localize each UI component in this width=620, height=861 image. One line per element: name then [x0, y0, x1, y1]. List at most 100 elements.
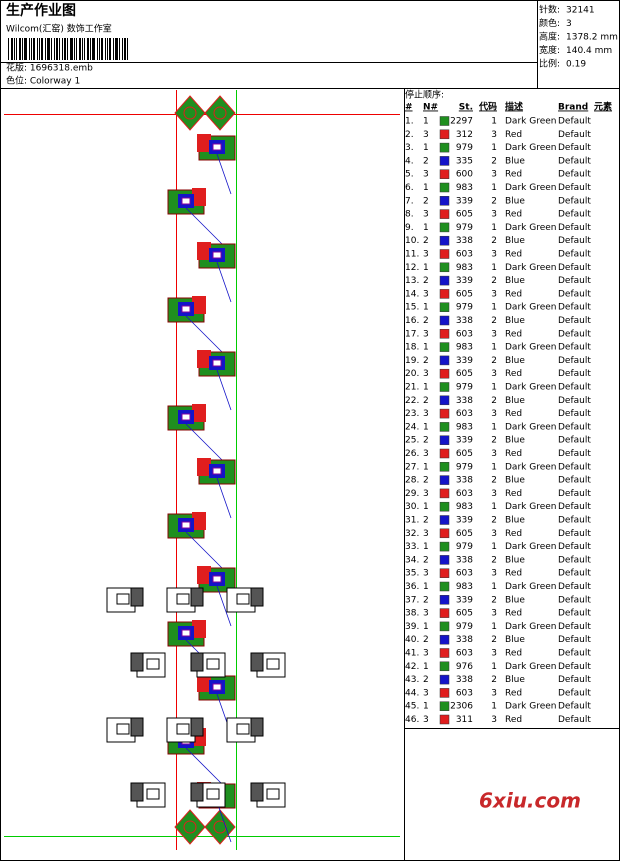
table-cell: 1 [491, 303, 497, 313]
table-cell: 6. [405, 183, 414, 193]
hatch [250, 587, 264, 607]
table-cell: 16. [405, 316, 419, 326]
table-cell: Red [505, 250, 522, 260]
table-cell: Default [558, 715, 591, 725]
table-cell: 30. [405, 502, 419, 512]
table-cell: 3 [491, 489, 497, 499]
table-cell: Default [558, 117, 591, 127]
table-cell: 20. [405, 369, 419, 379]
table-cell: 45. [405, 702, 419, 712]
bar [56, 38, 58, 60]
table-cell: Blue [505, 476, 525, 486]
table-cell: 979 [456, 143, 473, 153]
bar [97, 38, 98, 60]
color-swatch [439, 235, 450, 246]
motif-core [181, 413, 191, 421]
motif-core [181, 629, 191, 637]
table-cell: Default [558, 210, 591, 220]
table-cell: Red [505, 329, 522, 339]
table-cell: Dark Green [505, 462, 556, 472]
bar [99, 38, 100, 60]
table-cell: 603 [456, 329, 473, 339]
table-cell: 3 [491, 250, 497, 260]
table-cell: Default [558, 436, 591, 446]
outline-box [226, 717, 256, 743]
bar [105, 38, 106, 60]
table-cell: Default [558, 143, 591, 153]
table-cell: 32. [405, 529, 419, 539]
stat-value: 3 [566, 19, 572, 29]
table-cell: 3 [423, 649, 429, 659]
color-swatch [439, 408, 450, 419]
table-cell: 3 [423, 609, 429, 619]
table-cell: Red [505, 449, 522, 459]
table-cell: Default [558, 316, 591, 326]
table-cell: Blue [505, 156, 525, 166]
table-cell: Default [558, 569, 591, 579]
bar [87, 38, 89, 60]
motif-core [181, 521, 191, 529]
table-cell: 2297 [450, 117, 473, 127]
table-cell: 2 [491, 476, 497, 486]
table-cell: Default [558, 289, 591, 299]
color-swatch [439, 448, 450, 459]
color-swatch [439, 342, 450, 352]
table-cell: 29. [405, 489, 419, 499]
bar [107, 38, 108, 60]
bar [22, 38, 23, 60]
table-cell: 2 [491, 595, 497, 605]
table-cell: Default [558, 582, 591, 592]
color-swatch [439, 249, 450, 259]
outline-inner [116, 593, 130, 605]
color-swatch [439, 581, 450, 592]
bar [33, 38, 35, 60]
motif-core [212, 575, 222, 583]
color-swatch [439, 395, 450, 406]
table-cell: 2. [405, 130, 414, 140]
table-cell: 338 [456, 236, 473, 246]
table-cell: 3 [423, 715, 429, 725]
table-cell: 3 [423, 210, 429, 220]
hatch [250, 652, 264, 672]
bar [37, 38, 38, 60]
stitch-path [216, 477, 232, 519]
bar [115, 38, 118, 60]
subtitle: Wilcom(汇窑) 数饰工作室 [6, 23, 112, 35]
table-cell: 18. [405, 343, 419, 353]
table-cell: 603 [456, 649, 473, 659]
outline-box [106, 587, 136, 613]
table-cell: 2 [491, 555, 497, 565]
color-swatch [439, 501, 450, 512]
table-cell: 312 [456, 130, 473, 140]
table-cell: 2 [491, 196, 497, 206]
table-cell: 3 [491, 609, 497, 619]
bar [76, 38, 77, 60]
table-cell: 2 [491, 675, 497, 685]
table-cell: 1 [423, 343, 429, 353]
hatch [190, 782, 204, 802]
motif-patch [197, 674, 211, 692]
table-cell: 339 [456, 356, 473, 366]
bar [109, 38, 111, 60]
color-swatch [439, 714, 450, 725]
color-swatch [439, 608, 450, 618]
table-cell: 3 [491, 688, 497, 698]
table-cell: 983 [456, 502, 473, 512]
table-cell: 338 [456, 675, 473, 685]
table-cell: 19. [405, 356, 419, 366]
table-cell: Red [505, 715, 522, 725]
table-cell: 605 [456, 289, 473, 299]
motif-patch [192, 188, 206, 206]
outline-inner [146, 658, 160, 670]
table-cell: 338 [456, 316, 473, 326]
table-cell: 28. [405, 476, 419, 486]
title: 生产作业图 [6, 2, 76, 19]
table-cell: 39. [405, 622, 419, 632]
stat-label: 颜色: [539, 17, 560, 29]
column-header: # [405, 103, 413, 113]
color-swatch [439, 621, 450, 632]
table-cell: 2 [491, 276, 497, 286]
table-cell: Default [558, 422, 591, 432]
table-cell: 44. [405, 688, 419, 698]
table-cell: 1. [405, 117, 414, 127]
